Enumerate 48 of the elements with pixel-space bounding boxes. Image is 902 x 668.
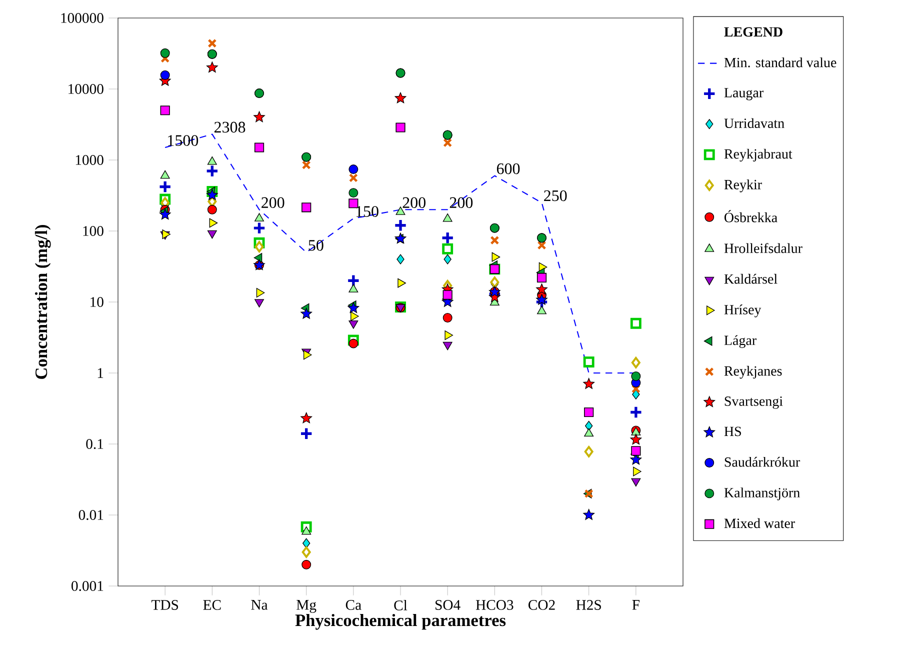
- legend-label: Kaldársel: [724, 274, 778, 284]
- x-tick-label: CO2: [528, 600, 555, 610]
- data-label: 200: [402, 197, 426, 208]
- x-tick-label: Na: [251, 600, 268, 610]
- x-tick-label: Ca: [346, 600, 362, 610]
- x-tick-label: HCO3: [476, 600, 514, 610]
- x-axis-title: Physicochemical parametres: [295, 614, 506, 630]
- x-tick-label: EC: [203, 600, 221, 610]
- legend-label: Ósbrekka: [724, 210, 778, 222]
- legend-label: Svartsengi: [724, 396, 783, 409]
- legend-label: Laugar: [724, 88, 764, 100]
- legend-label: Min. standard value: [724, 57, 836, 68]
- y-axis-title: Concentration (mg/l): [34, 225, 51, 379]
- y-tick-label: 1000: [76, 155, 104, 165]
- legend-label: Reykjanes: [724, 366, 782, 379]
- y-tick-label: 1: [98, 368, 104, 378]
- legend-label: Saudárkrókur: [724, 456, 800, 467]
- y-tick-label: 0.01: [78, 510, 104, 520]
- x-tick-label: F: [632, 600, 640, 610]
- legend-title: LEGEND: [724, 27, 782, 37]
- y-tick-label: 100000: [61, 13, 104, 23]
- data-label: 2308: [214, 122, 246, 133]
- y-tick-label: 0.1: [86, 439, 104, 449]
- x-tick-label: Mg: [296, 600, 316, 613]
- y-tick-label: 0.001: [72, 581, 104, 591]
- x-tick-label: Cl: [394, 600, 408, 610]
- legend-label: Hrísey: [724, 304, 762, 318]
- legend-label: Mixed water: [724, 518, 795, 528]
- x-tick-label: SO4: [436, 600, 460, 610]
- x-tick-label: H2S: [576, 600, 601, 610]
- data-label: 200: [262, 197, 284, 208]
- data-label: 250: [544, 190, 567, 202]
- legend-label: Urridavatn: [724, 118, 784, 128]
- y-tick-label: 10: [90, 297, 104, 307]
- legend-label: HS: [724, 426, 741, 436]
- data-label: 200: [450, 197, 473, 208]
- y-tick-label: 10000: [68, 84, 104, 94]
- legend-label: Hrolleifsdalur: [724, 243, 802, 254]
- legend-label: Lágar: [724, 335, 756, 348]
- legend-label: Reykjabraut: [724, 148, 792, 162]
- legend-label: Kalmanstjörn: [724, 488, 800, 500]
- x-tick-label: TDS: [152, 600, 178, 610]
- legend-label: Reykir: [724, 179, 762, 192]
- y-tick-label: 100: [83, 226, 104, 236]
- data-label: 150: [356, 206, 378, 217]
- data-label: 50: [308, 240, 324, 251]
- data-label: 1500: [168, 135, 198, 146]
- data-label: 600: [496, 163, 520, 174]
